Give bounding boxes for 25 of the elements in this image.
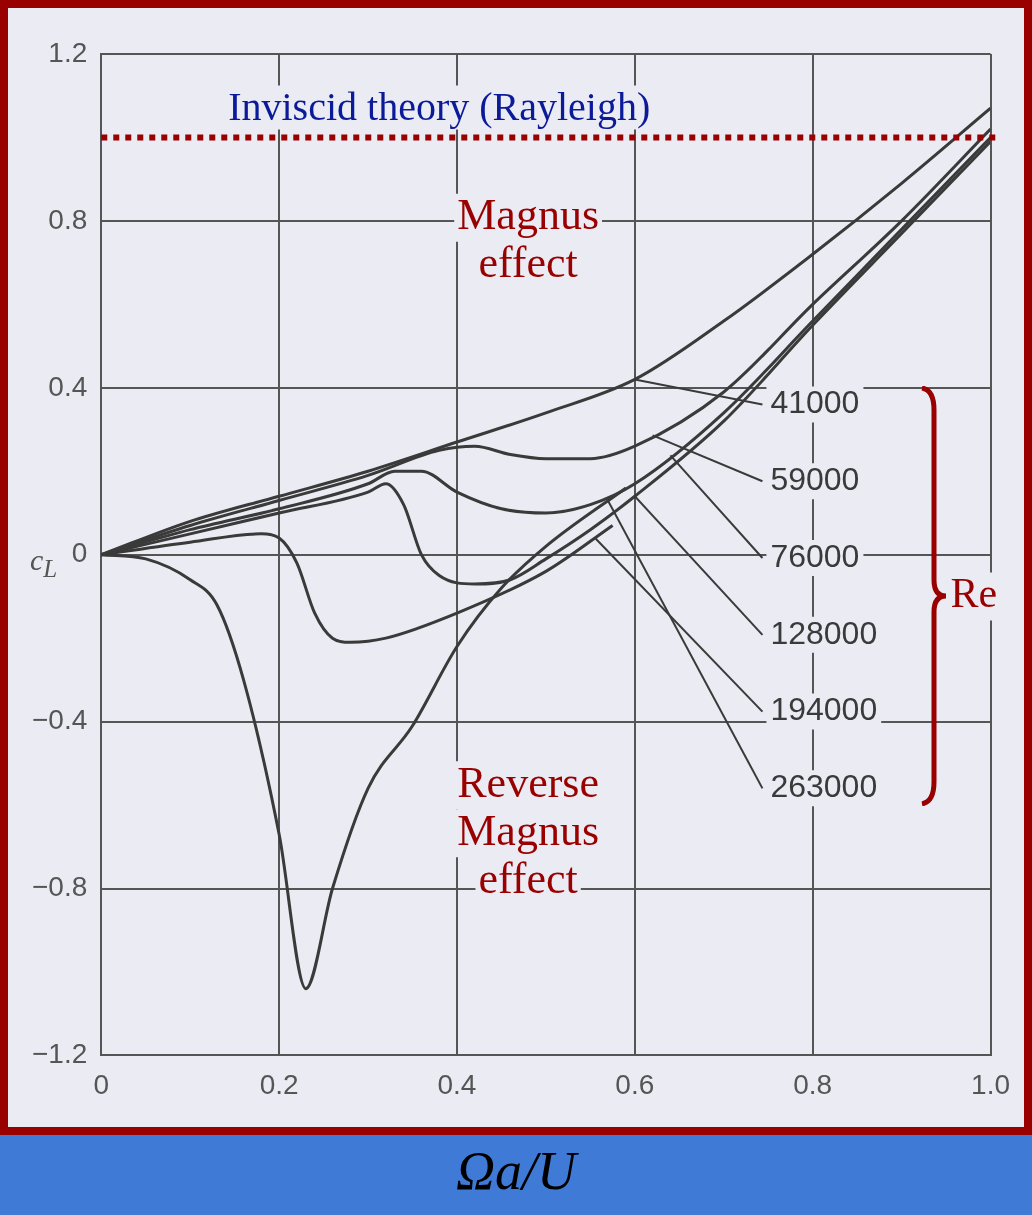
x-tick-label: 0.2 xyxy=(259,1068,299,1100)
legend-label: 59000 xyxy=(770,461,860,498)
legend-title: Re xyxy=(950,570,998,617)
x-tick-label: 1.0 xyxy=(971,1068,1011,1100)
y-tick-label: 0.8 xyxy=(48,203,88,235)
text: 128000 xyxy=(770,614,878,651)
annotation: Magnus effect xyxy=(457,190,600,288)
x-tick-label: 0.6 xyxy=(615,1068,655,1100)
x-axis-title: Ωa/U xyxy=(454,1140,580,1202)
legend-label: 41000 xyxy=(770,384,860,421)
y-tick-label: −0.4 xyxy=(31,704,88,736)
y-tick-label: 0 xyxy=(71,537,88,569)
text: 76000 xyxy=(770,537,860,574)
annotation: Reverse Magnus effect xyxy=(457,757,600,903)
y-tick-label: −1.2 xyxy=(31,1038,88,1070)
x-tick-label: 0 xyxy=(93,1068,110,1100)
y-tick-label: 0.4 xyxy=(48,370,88,402)
y-axis-title: c$_{L}$ xyxy=(30,543,58,583)
x-tick-label: 0.8 xyxy=(793,1068,833,1100)
x-tick-label: 0.4 xyxy=(437,1068,477,1100)
y-tick-label: 1.2 xyxy=(48,36,88,68)
text: 194000 xyxy=(770,691,878,728)
y-tick-label: −0.8 xyxy=(31,871,88,903)
ref-line-label: Inviscid theory (Rayleigh) xyxy=(228,83,651,129)
text: 263000 xyxy=(770,768,878,805)
